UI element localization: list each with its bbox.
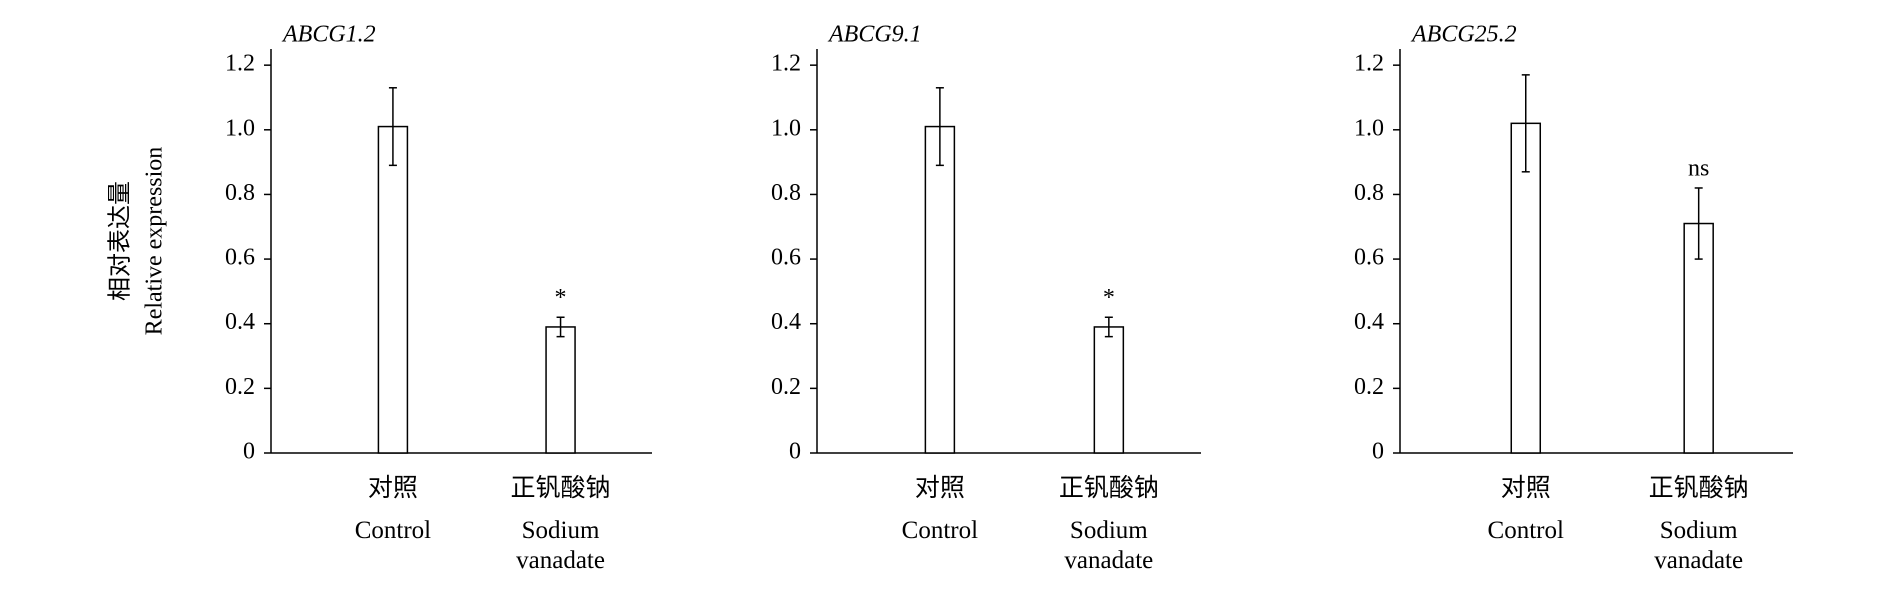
y-tick-label: 0.8 bbox=[1354, 180, 1384, 206]
y-tick-label: 0.2 bbox=[225, 374, 255, 400]
x-tick-sublabel: Control bbox=[1487, 517, 1564, 544]
bar bbox=[1510, 122, 1542, 454]
x-tick-sublabel: Sodium vanadate bbox=[1064, 517, 1154, 574]
y-tick-label: 0.6 bbox=[771, 245, 801, 271]
significance-label: * bbox=[555, 285, 567, 311]
x-tick-label: 对照 bbox=[367, 475, 418, 502]
panel-title: ABCG1.2 bbox=[281, 22, 376, 48]
significance-label: * bbox=[1103, 285, 1115, 311]
x-tick-label: 对照 bbox=[1500, 475, 1551, 502]
y-axis-label: 相对表达量 bbox=[107, 181, 134, 301]
x-tick-label: 正钒酸钠 bbox=[1058, 475, 1159, 502]
panel-title: ABCG9.1 bbox=[827, 22, 922, 48]
y-tick-label: 0 bbox=[1372, 439, 1384, 465]
bar bbox=[924, 125, 956, 454]
x-tick-label: 正钒酸钠 bbox=[510, 475, 611, 502]
x-tick-label: 对照 bbox=[914, 475, 965, 502]
x-tick-sublabel: Control bbox=[901, 517, 979, 544]
bar bbox=[1093, 326, 1125, 454]
y-tick-label: 0.4 bbox=[771, 309, 801, 335]
y-tick-label: 0.4 bbox=[225, 309, 255, 335]
y-tick-label: 0.6 bbox=[225, 245, 255, 271]
y-tick-label: 0.2 bbox=[771, 374, 801, 400]
y-tick-label: 0.2 bbox=[1354, 374, 1384, 400]
y-tick-label: 1.2 bbox=[1354, 51, 1384, 77]
y-tick-label: 1.0 bbox=[1354, 115, 1384, 141]
panel-title: ABCG25.2 bbox=[1410, 22, 1517, 48]
y-tick-label: 0 bbox=[243, 439, 255, 465]
y-tick-label: 0.4 bbox=[1354, 309, 1384, 335]
y-tick-label: 1.2 bbox=[225, 51, 255, 77]
x-tick-label: 正钒酸钠 bbox=[1648, 475, 1749, 502]
y-tick-label: 1.2 bbox=[771, 51, 801, 77]
significance-label: ns bbox=[1688, 155, 1709, 181]
bar bbox=[545, 326, 576, 454]
y-tick-label: 0 bbox=[789, 439, 801, 465]
y-tick-label: 1.0 bbox=[225, 115, 255, 141]
bar bbox=[377, 125, 409, 454]
x-tick-sublabel: Control bbox=[354, 517, 432, 544]
y-tick-label: 1.0 bbox=[771, 115, 801, 141]
x-tick-sublabel: Sodium vanadate bbox=[1654, 517, 1744, 574]
y-axis-label: Relative expression bbox=[142, 147, 168, 336]
x-tick-sublabel: Sodium vanadate bbox=[516, 517, 605, 574]
y-tick-label: 0.6 bbox=[1354, 245, 1384, 271]
y-tick-label: 0.8 bbox=[771, 180, 801, 206]
y-tick-label: 0.8 bbox=[225, 180, 255, 206]
